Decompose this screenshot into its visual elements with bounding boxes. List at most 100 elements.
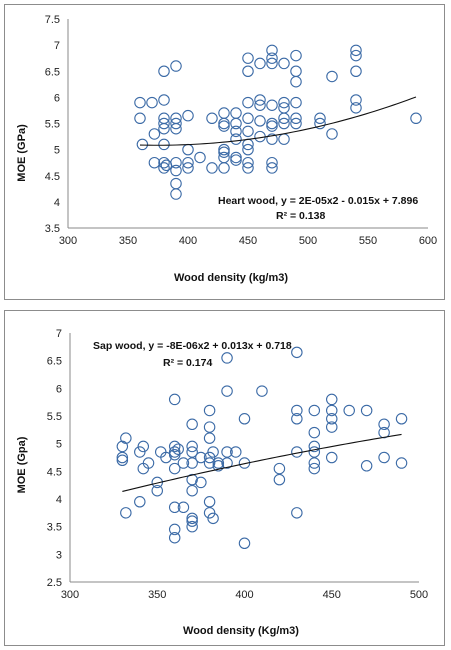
heartwood-data-point	[194, 151, 206, 164]
sapwood-data-point	[273, 473, 286, 486]
sapwood-data-point	[325, 421, 338, 433]
sapwood-trendline	[122, 433, 402, 492]
heartwood-data-point	[350, 49, 362, 62]
heartwood-data-point	[170, 60, 182, 72]
heartwood-data-point	[230, 154, 242, 166]
heartwood-data-point	[254, 130, 266, 143]
heartwood-data-point	[266, 99, 278, 111]
heartwood-data-point	[218, 162, 230, 174]
heartwood-data-point	[266, 156, 278, 169]
sapwood-data-point	[221, 446, 233, 458]
sapwood-y-axis-label: MOE (Gpa)	[16, 436, 28, 493]
heartwood-data-point	[266, 44, 278, 57]
heartwood-data-point	[242, 52, 254, 64]
sapwood-data-point	[221, 457, 233, 469]
heartwood-y-tick-label: 6.5	[45, 66, 60, 78]
sapwood-data-point	[120, 507, 132, 519]
heartwood-data-point	[148, 128, 161, 140]
heartwood-data-point	[182, 109, 194, 122]
heartwood-data-point	[326, 70, 338, 83]
sapwood-chart: MOE (Gpa) Wood density (Kg/m3) Sap wood,…	[4, 310, 445, 646]
sapwood-data-point	[256, 385, 268, 397]
heartwood-data-point	[350, 44, 362, 57]
sapwood-y-tick-label: 5	[56, 439, 62, 451]
heartwood-y-tick-label: 4.5	[45, 171, 60, 183]
sapwood-data-point	[168, 448, 181, 461]
sapwood-data-point	[168, 531, 181, 544]
heartwood-data-point	[350, 65, 362, 77]
heartwood-x-tick-label: 600	[419, 235, 437, 247]
sapwood-data-point	[134, 446, 146, 458]
sapwood-data-point	[116, 451, 129, 464]
heartwood-y-axis-label: MOE (GPa)	[16, 124, 28, 182]
heartwood-data-point	[182, 156, 194, 169]
heartwood-data-point	[170, 156, 182, 169]
sapwood-data-point	[203, 451, 216, 464]
heartwood-data-point	[326, 128, 338, 140]
sapwood-data-point	[207, 446, 219, 458]
sapwood-x-tick-label: 450	[323, 589, 341, 601]
heartwood-data-point	[230, 133, 242, 145]
sapwood-data-point	[203, 404, 216, 417]
sapwood-data-point	[308, 462, 321, 475]
sapwood-data-point	[230, 446, 242, 458]
heartwood-data-point	[170, 164, 182, 177]
sapwood-data-point	[186, 473, 198, 486]
heartwood-data-point	[314, 112, 326, 125]
sapwood-data-point	[203, 507, 216, 519]
sapwood-data-point	[238, 413, 251, 425]
heartwood-data-point	[410, 112, 422, 125]
sapwood-data-point	[308, 426, 321, 439]
sapwood-data-point	[291, 507, 303, 519]
sapwood-data-point	[378, 418, 390, 431]
heartwood-y-tick-label: 6	[54, 92, 60, 104]
sapwood-data-point	[325, 451, 338, 464]
heartwood-data-point	[266, 162, 278, 174]
sapwood-data-point	[308, 440, 321, 453]
heartwood-data-point	[206, 112, 218, 125]
heartwood-data-point	[290, 65, 302, 77]
heartwood-data-point	[230, 117, 242, 130]
sapwood-data-point	[238, 537, 251, 550]
sapwood-data-point	[168, 446, 181, 458]
sapwood-x-tick-label: 300	[61, 589, 79, 601]
sapwood-data-point	[325, 393, 338, 406]
heartwood-data-point	[158, 117, 170, 130]
heartwood-y-tick-label: 3.5	[45, 223, 60, 235]
heartwood-data-point	[242, 143, 254, 156]
sapwood-data-point	[134, 496, 146, 508]
heartwood-x-axis-label: Wood density (kg/m3)	[174, 272, 288, 284]
sapwood-data-point	[308, 457, 321, 469]
heartwood-y-tick-label: 5	[54, 145, 60, 157]
heartwood-data-point	[158, 138, 170, 151]
heartwood-data-point	[290, 117, 302, 130]
sapwood-equation: Sap wood, y = -8E-06x2 + 0.013x + 0.718	[93, 340, 292, 352]
sapwood-x-tick-label: 400	[235, 589, 253, 601]
sapwood-data-point	[203, 421, 216, 433]
heartwood-data-point	[254, 94, 266, 106]
heartwood-data-point	[170, 122, 182, 135]
heartwood-data-point	[158, 156, 170, 169]
sapwood-y-tick-label: 4	[56, 494, 62, 506]
sapwood-data-point	[291, 404, 303, 417]
heartwood-x-tick-label: 350	[119, 235, 137, 247]
sapwood-data-point	[395, 413, 408, 425]
heartwood-data-point	[158, 94, 170, 106]
heartwood-equation: Heart wood, y = 2E-05x2 - 0.015x + 7.896	[218, 195, 418, 207]
sapwood-data-point	[221, 385, 233, 397]
heartwood-data-point	[290, 112, 302, 125]
heartwood-trendline	[139, 96, 417, 146]
heartwood-chart: MOE (GPa) Wood density (kg/m3) Heart woo…	[4, 4, 445, 300]
sapwood-data-point	[291, 413, 303, 425]
heartwood-chart-svg: MOE (GPa) Wood density (kg/m3) Heart woo…	[16, 14, 437, 284]
heartwood-y-tick-label: 7	[54, 40, 60, 52]
sapwood-data-point	[203, 432, 216, 444]
heartwood-y-tick-label: 4	[54, 197, 60, 209]
heartwood-data-point	[254, 115, 266, 127]
heartwood-x-tick-label: 300	[59, 235, 77, 247]
heartwood-data-point	[266, 52, 278, 64]
heartwood-data-point	[218, 146, 230, 158]
sapwood-data-point	[195, 451, 207, 464]
sapwood-data-point	[177, 457, 190, 469]
sapwood-data-point	[168, 393, 181, 406]
